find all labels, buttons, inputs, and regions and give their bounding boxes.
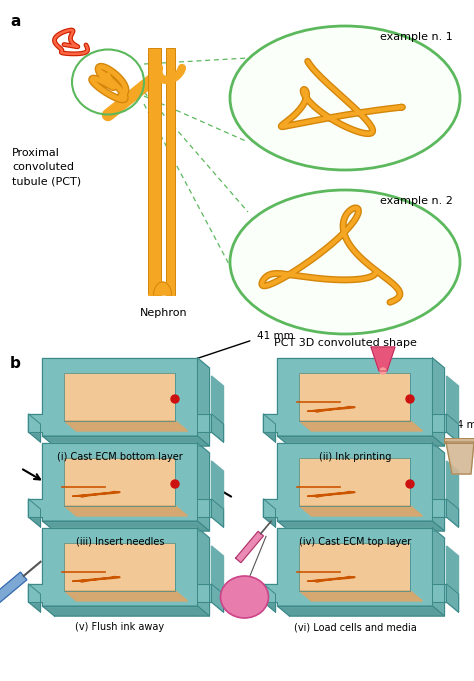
- Text: a: a: [10, 14, 20, 29]
- Polygon shape: [432, 443, 445, 531]
- Text: example n. 1: example n. 1: [380, 32, 453, 42]
- Polygon shape: [277, 606, 445, 616]
- Polygon shape: [198, 443, 210, 531]
- Bar: [64, 373, 175, 421]
- Circle shape: [171, 480, 179, 488]
- Polygon shape: [447, 414, 458, 442]
- Polygon shape: [236, 531, 264, 563]
- Bar: [300, 458, 410, 506]
- Polygon shape: [447, 461, 458, 527]
- Bar: [444, 438, 474, 443]
- Polygon shape: [432, 358, 445, 446]
- Polygon shape: [43, 606, 210, 616]
- Polygon shape: [211, 414, 224, 442]
- Polygon shape: [264, 584, 275, 612]
- Polygon shape: [277, 521, 445, 531]
- Bar: [64, 458, 175, 506]
- Text: Proximal
convoluted
tubule (PCT): Proximal convoluted tubule (PCT): [12, 148, 81, 186]
- Bar: [166, 48, 175, 295]
- Polygon shape: [28, 414, 40, 442]
- Polygon shape: [300, 506, 422, 516]
- Text: (ii) Ink printing: (ii) Ink printing: [319, 452, 391, 462]
- Bar: [300, 458, 410, 506]
- Polygon shape: [211, 499, 224, 527]
- Polygon shape: [28, 499, 40, 527]
- Bar: [148, 48, 161, 295]
- Polygon shape: [0, 572, 27, 612]
- Polygon shape: [211, 376, 224, 442]
- Bar: [300, 373, 410, 421]
- Polygon shape: [432, 528, 445, 616]
- Text: example n. 2: example n. 2: [380, 196, 453, 206]
- Polygon shape: [447, 546, 458, 612]
- Polygon shape: [277, 436, 445, 446]
- Bar: [64, 543, 175, 591]
- Polygon shape: [28, 443, 211, 521]
- Bar: [300, 543, 410, 591]
- Text: Nephron: Nephron: [140, 308, 187, 318]
- Polygon shape: [264, 528, 447, 606]
- Polygon shape: [211, 584, 224, 612]
- Circle shape: [406, 395, 414, 403]
- Polygon shape: [28, 584, 40, 612]
- Ellipse shape: [230, 190, 460, 334]
- Bar: [64, 458, 175, 506]
- Polygon shape: [264, 358, 447, 436]
- Polygon shape: [64, 506, 188, 516]
- Polygon shape: [447, 376, 458, 442]
- Polygon shape: [211, 461, 224, 527]
- Text: 41 mm: 41 mm: [257, 331, 294, 341]
- Text: b: b: [10, 356, 21, 371]
- Polygon shape: [264, 414, 275, 442]
- Text: (i) Cast ECM bottom layer: (i) Cast ECM bottom layer: [57, 452, 183, 462]
- Polygon shape: [300, 421, 422, 431]
- Bar: [64, 543, 175, 591]
- Polygon shape: [447, 499, 458, 527]
- Circle shape: [171, 395, 179, 403]
- Polygon shape: [211, 546, 224, 612]
- Polygon shape: [300, 591, 422, 601]
- Polygon shape: [264, 499, 275, 527]
- Polygon shape: [447, 584, 458, 612]
- Ellipse shape: [220, 576, 268, 618]
- Polygon shape: [64, 591, 188, 601]
- Polygon shape: [371, 347, 395, 371]
- Polygon shape: [446, 442, 474, 474]
- Ellipse shape: [230, 26, 460, 170]
- Polygon shape: [264, 443, 447, 521]
- Text: (iii) Insert needles: (iii) Insert needles: [76, 537, 164, 547]
- Bar: [64, 373, 175, 421]
- Polygon shape: [198, 528, 210, 616]
- Text: PCT 3D convoluted shape: PCT 3D convoluted shape: [273, 338, 417, 348]
- Polygon shape: [43, 521, 210, 531]
- Polygon shape: [148, 282, 175, 295]
- Bar: [300, 373, 410, 421]
- Polygon shape: [43, 436, 210, 446]
- Text: 34 mm: 34 mm: [450, 420, 474, 430]
- Text: (v) Flush ink away: (v) Flush ink away: [75, 622, 164, 632]
- Circle shape: [380, 368, 386, 374]
- Text: (vi) Load cells and media: (vi) Load cells and media: [293, 622, 416, 632]
- Polygon shape: [28, 528, 211, 606]
- Polygon shape: [198, 358, 210, 446]
- Polygon shape: [28, 358, 211, 436]
- Bar: [300, 543, 410, 591]
- Circle shape: [406, 480, 414, 488]
- Polygon shape: [64, 421, 188, 431]
- Text: (iv) Cast ECM top layer: (iv) Cast ECM top layer: [299, 537, 411, 547]
